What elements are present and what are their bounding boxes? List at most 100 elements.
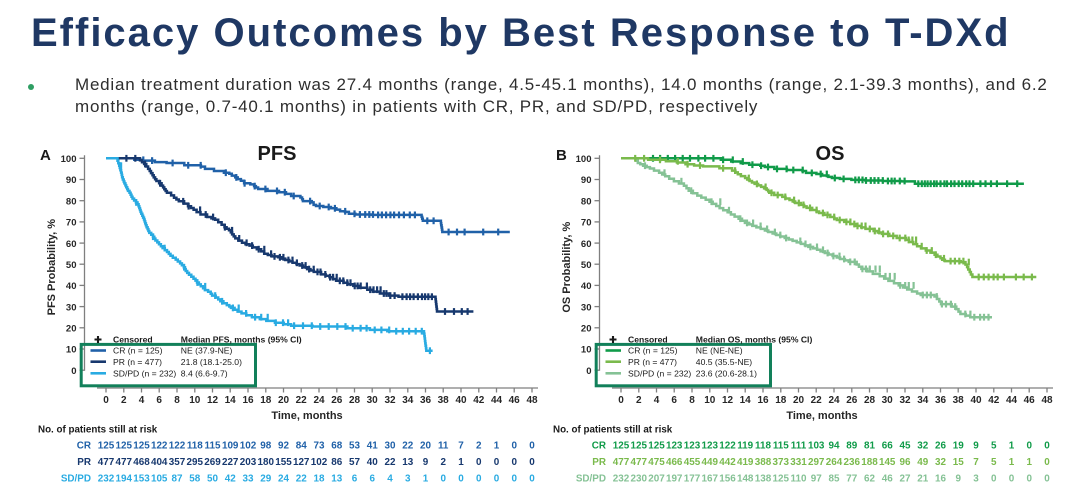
svg-text:0: 0 bbox=[618, 395, 624, 406]
svg-text:22: 22 bbox=[811, 395, 823, 406]
svg-text:236: 236 bbox=[844, 457, 861, 468]
svg-text:CR (n = 125): CR (n = 125) bbox=[113, 346, 163, 356]
svg-text:477: 477 bbox=[631, 457, 648, 468]
svg-text:40: 40 bbox=[970, 395, 982, 406]
svg-text:475: 475 bbox=[648, 457, 665, 468]
svg-text:0: 0 bbox=[494, 474, 500, 485]
svg-text:73: 73 bbox=[314, 441, 325, 452]
svg-text:110: 110 bbox=[791, 474, 807, 485]
svg-text:14: 14 bbox=[225, 395, 237, 406]
svg-text:98: 98 bbox=[260, 441, 271, 452]
svg-text:103: 103 bbox=[808, 441, 825, 452]
svg-text:24: 24 bbox=[828, 395, 840, 406]
svg-text:No. of patients still at risk: No. of patients still at risk bbox=[38, 424, 158, 435]
svg-text:105: 105 bbox=[151, 474, 168, 485]
svg-text:232: 232 bbox=[613, 474, 630, 485]
svg-text:102: 102 bbox=[311, 457, 328, 468]
svg-text:OS: OS bbox=[816, 143, 845, 165]
svg-text:Censored: Censored bbox=[628, 334, 668, 344]
svg-text:20: 20 bbox=[581, 324, 592, 335]
svg-text:0: 0 bbox=[1044, 457, 1050, 468]
svg-text:0: 0 bbox=[1044, 474, 1050, 485]
svg-text:SD/PD (n = 232): SD/PD (n = 232) bbox=[628, 368, 691, 378]
svg-text:2: 2 bbox=[440, 457, 446, 468]
svg-text:62: 62 bbox=[864, 474, 875, 485]
svg-text:0: 0 bbox=[586, 366, 591, 377]
svg-text:PR (n = 477): PR (n = 477) bbox=[628, 357, 677, 367]
svg-text:16: 16 bbox=[935, 474, 946, 485]
svg-text:32: 32 bbox=[917, 441, 928, 452]
svg-text:8: 8 bbox=[689, 395, 695, 406]
svg-text:20: 20 bbox=[278, 395, 290, 406]
svg-text:125: 125 bbox=[773, 474, 790, 485]
svg-text:26: 26 bbox=[331, 395, 343, 406]
svg-text:38: 38 bbox=[953, 395, 965, 406]
svg-text:38: 38 bbox=[438, 395, 450, 406]
svg-text:87: 87 bbox=[172, 474, 183, 485]
svg-text:232: 232 bbox=[98, 474, 115, 485]
svg-text:40.5 (35.5-NE): 40.5 (35.5-NE) bbox=[696, 357, 753, 367]
svg-text:11: 11 bbox=[438, 441, 449, 452]
svg-text:2: 2 bbox=[636, 395, 642, 406]
svg-text:0: 0 bbox=[511, 441, 517, 452]
svg-text:123: 123 bbox=[684, 441, 701, 452]
svg-text:NE (NE-NE): NE (NE-NE) bbox=[696, 346, 743, 356]
svg-text:22: 22 bbox=[296, 474, 307, 485]
svg-text:PR: PR bbox=[592, 457, 606, 468]
svg-text:4: 4 bbox=[654, 395, 660, 406]
svg-text:10: 10 bbox=[66, 345, 77, 356]
svg-text:86: 86 bbox=[331, 457, 342, 468]
svg-text:21.8 (18.1-25.0): 21.8 (18.1-25.0) bbox=[181, 357, 242, 367]
svg-text:21: 21 bbox=[917, 474, 928, 485]
svg-text:230: 230 bbox=[631, 474, 648, 485]
svg-text:1: 1 bbox=[1009, 457, 1015, 468]
svg-text:Censored: Censored bbox=[113, 334, 153, 344]
svg-text:30: 30 bbox=[66, 302, 77, 313]
svg-text:40: 40 bbox=[367, 457, 378, 468]
svg-text:357: 357 bbox=[169, 457, 186, 468]
svg-text:0: 0 bbox=[71, 366, 76, 377]
svg-text:0: 0 bbox=[476, 474, 482, 485]
svg-text:57: 57 bbox=[349, 457, 360, 468]
svg-text:NE (37.9-NE): NE (37.9-NE) bbox=[181, 346, 233, 356]
svg-text:0: 0 bbox=[1026, 474, 1032, 485]
svg-text:125: 125 bbox=[613, 441, 630, 452]
svg-text:70: 70 bbox=[66, 218, 77, 229]
svg-text:32: 32 bbox=[384, 395, 396, 406]
svg-text:12: 12 bbox=[722, 395, 734, 406]
svg-text:27: 27 bbox=[900, 474, 911, 485]
svg-text:Time, months: Time, months bbox=[271, 410, 342, 422]
svg-text:118: 118 bbox=[755, 441, 771, 452]
svg-text:4: 4 bbox=[139, 395, 145, 406]
svg-text:60: 60 bbox=[66, 239, 77, 250]
svg-text:5: 5 bbox=[991, 457, 997, 468]
svg-text:SD/PD: SD/PD bbox=[576, 474, 606, 485]
svg-text:1: 1 bbox=[1026, 457, 1032, 468]
svg-text:155: 155 bbox=[275, 457, 292, 468]
svg-text:PFS Probability, %: PFS Probability, % bbox=[46, 219, 58, 316]
svg-text:50: 50 bbox=[207, 474, 218, 485]
svg-text:44: 44 bbox=[1006, 395, 1018, 406]
svg-text:5: 5 bbox=[991, 441, 997, 452]
svg-text:419: 419 bbox=[737, 457, 754, 468]
svg-text:23.6 (20.6-28.1): 23.6 (20.6-28.1) bbox=[696, 368, 757, 378]
svg-text:180: 180 bbox=[258, 457, 275, 468]
svg-text:A: A bbox=[40, 147, 51, 164]
svg-text:167: 167 bbox=[702, 474, 719, 485]
svg-text:1: 1 bbox=[423, 474, 429, 485]
svg-text:466: 466 bbox=[666, 457, 683, 468]
svg-text:92: 92 bbox=[278, 441, 289, 452]
svg-text:373: 373 bbox=[773, 457, 790, 468]
svg-text:264: 264 bbox=[826, 457, 843, 468]
svg-text:3: 3 bbox=[973, 474, 979, 485]
svg-text:0: 0 bbox=[458, 474, 464, 485]
svg-text:297: 297 bbox=[808, 457, 825, 468]
svg-text:32: 32 bbox=[899, 395, 911, 406]
svg-text:50: 50 bbox=[66, 260, 77, 271]
svg-text:0: 0 bbox=[511, 474, 517, 485]
svg-text:SD/PD (n = 232): SD/PD (n = 232) bbox=[113, 368, 176, 378]
svg-text:22: 22 bbox=[402, 441, 413, 452]
svg-text:477: 477 bbox=[116, 457, 133, 468]
svg-text:18: 18 bbox=[775, 395, 787, 406]
svg-text:81: 81 bbox=[864, 441, 875, 452]
